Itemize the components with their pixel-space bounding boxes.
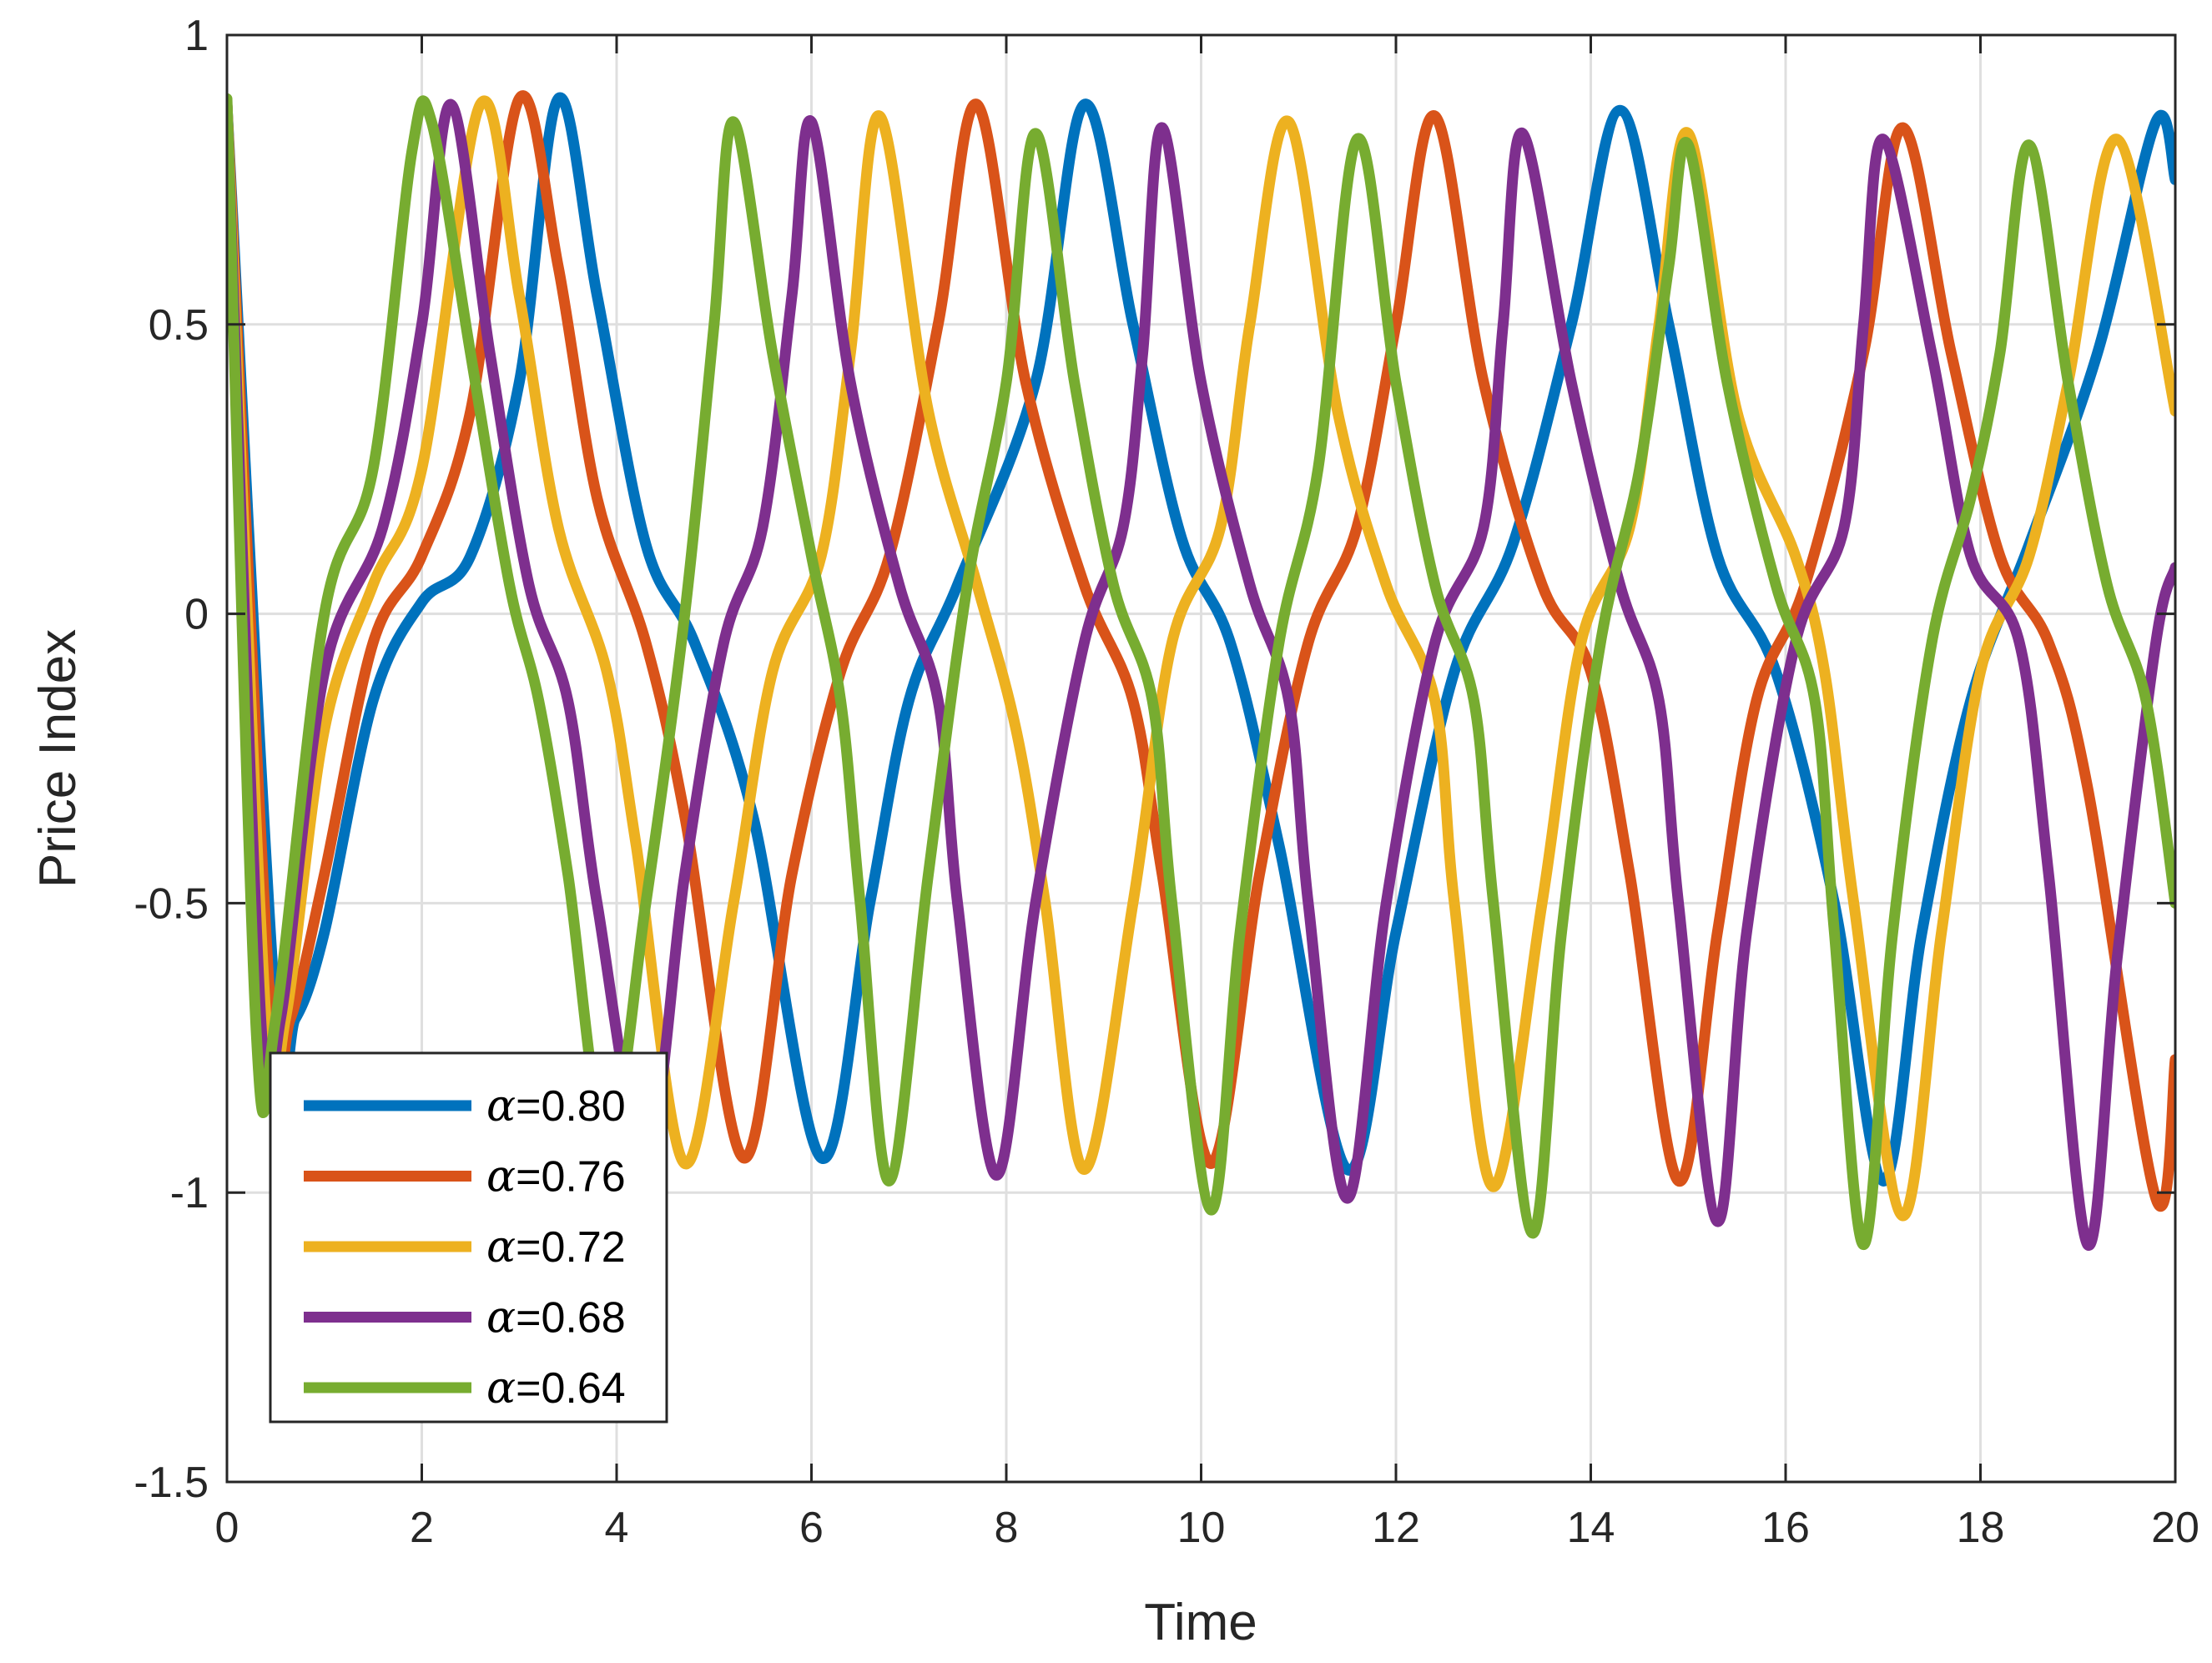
- y-tick-label: 1: [184, 12, 209, 60]
- legend-alpha-symbol: α: [486, 1081, 516, 1131]
- y-axis-label: Price Index: [29, 629, 87, 888]
- legend-alpha-symbol: α: [486, 1363, 516, 1414]
- series-line-2: [227, 95, 2175, 1222]
- series-line-3: [227, 98, 2175, 1251]
- y-tick-label: -1.5: [134, 1459, 209, 1507]
- x-tick-label: 16: [1761, 1504, 1810, 1552]
- series-layer: [227, 90, 2175, 1251]
- x-axis-tick-labels: 0 2 4 6 8 10 12 14 16 18 20: [215, 1504, 2199, 1552]
- legend-alpha-symbol: α: [486, 1152, 516, 1202]
- x-tick-label: 6: [799, 1504, 824, 1552]
- legend-entry-2: α=0.72: [486, 1222, 626, 1272]
- legend-entry-3: α=0.68: [486, 1293, 626, 1343]
- x-tick-label: 10: [1177, 1504, 1226, 1552]
- legend-alpha-symbol: α: [486, 1293, 516, 1343]
- legend-alpha-symbol: α: [486, 1222, 516, 1272]
- y-tick-label: 0.5: [149, 301, 209, 350]
- y-tick-label: -1: [170, 1169, 209, 1217]
- series-line-4: [227, 93, 2175, 1251]
- x-tick-label: 8: [995, 1504, 1019, 1552]
- legend: α=0.80α=0.76α=0.72α=0.68α=0.64: [269, 1051, 668, 1424]
- x-tick-label: 12: [1372, 1504, 1420, 1552]
- x-tick-label: 20: [2151, 1504, 2199, 1552]
- x-tick-label: 4: [605, 1504, 629, 1552]
- y-tick-label: -0.5: [134, 879, 209, 928]
- legend-entry-0: α=0.80: [486, 1081, 626, 1131]
- legend-entry-4: α=0.64: [486, 1363, 626, 1414]
- legend-entry-1: α=0.76: [486, 1152, 626, 1202]
- legend-value: =0.68: [516, 1294, 626, 1343]
- legend-value: =0.72: [516, 1223, 626, 1272]
- y-tick-label: 0: [184, 591, 209, 639]
- legend-box: [269, 1051, 668, 1424]
- x-tick-label: 14: [1567, 1504, 1615, 1552]
- x-tick-label: 2: [410, 1504, 434, 1552]
- x-tick-label: 18: [1957, 1504, 2005, 1552]
- legend-value: =0.80: [516, 1082, 626, 1131]
- axis-ticks: [225, 33, 2177, 1484]
- x-axis-label: Time: [1144, 1594, 1257, 1651]
- x-tick-label: 0: [215, 1504, 239, 1552]
- y-axis-tick-labels: -1.5 -1 -0.5 0 0.5 1: [134, 12, 209, 1507]
- legend-value: =0.64: [516, 1364, 626, 1413]
- legend-value: =0.76: [516, 1153, 626, 1202]
